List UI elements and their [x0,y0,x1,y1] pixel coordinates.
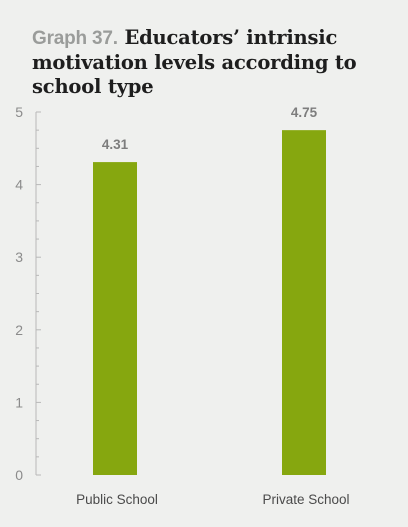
labels: 4.31 Public School 4.75 Private School [76,105,349,507]
category-label-2: Private School [262,492,349,507]
y-tick-label: 3 [15,249,23,265]
y-axis: 0 1 2 3 4 5 [15,104,41,483]
y-tick-label: 0 [15,467,23,483]
bars [93,130,326,475]
chart-title-number: Graph 37. [32,28,118,49]
bar-1 [93,162,137,475]
y-tick-label: 4 [15,177,23,193]
data-label-1: 4.31 [102,137,129,152]
chart-title: Graph 37. Educators’ intrinsic motivatio… [32,26,397,99]
y-tick-label: 2 [15,322,23,338]
bar-2 [282,130,326,475]
category-label-1: Public School [76,492,158,507]
chart-title-text: Educators’ intrinsic motivation levels a… [32,26,357,98]
data-label-2: 4.75 [291,105,318,120]
y-tick-label: 5 [15,104,23,120]
y-tick-label: 1 [15,394,23,410]
